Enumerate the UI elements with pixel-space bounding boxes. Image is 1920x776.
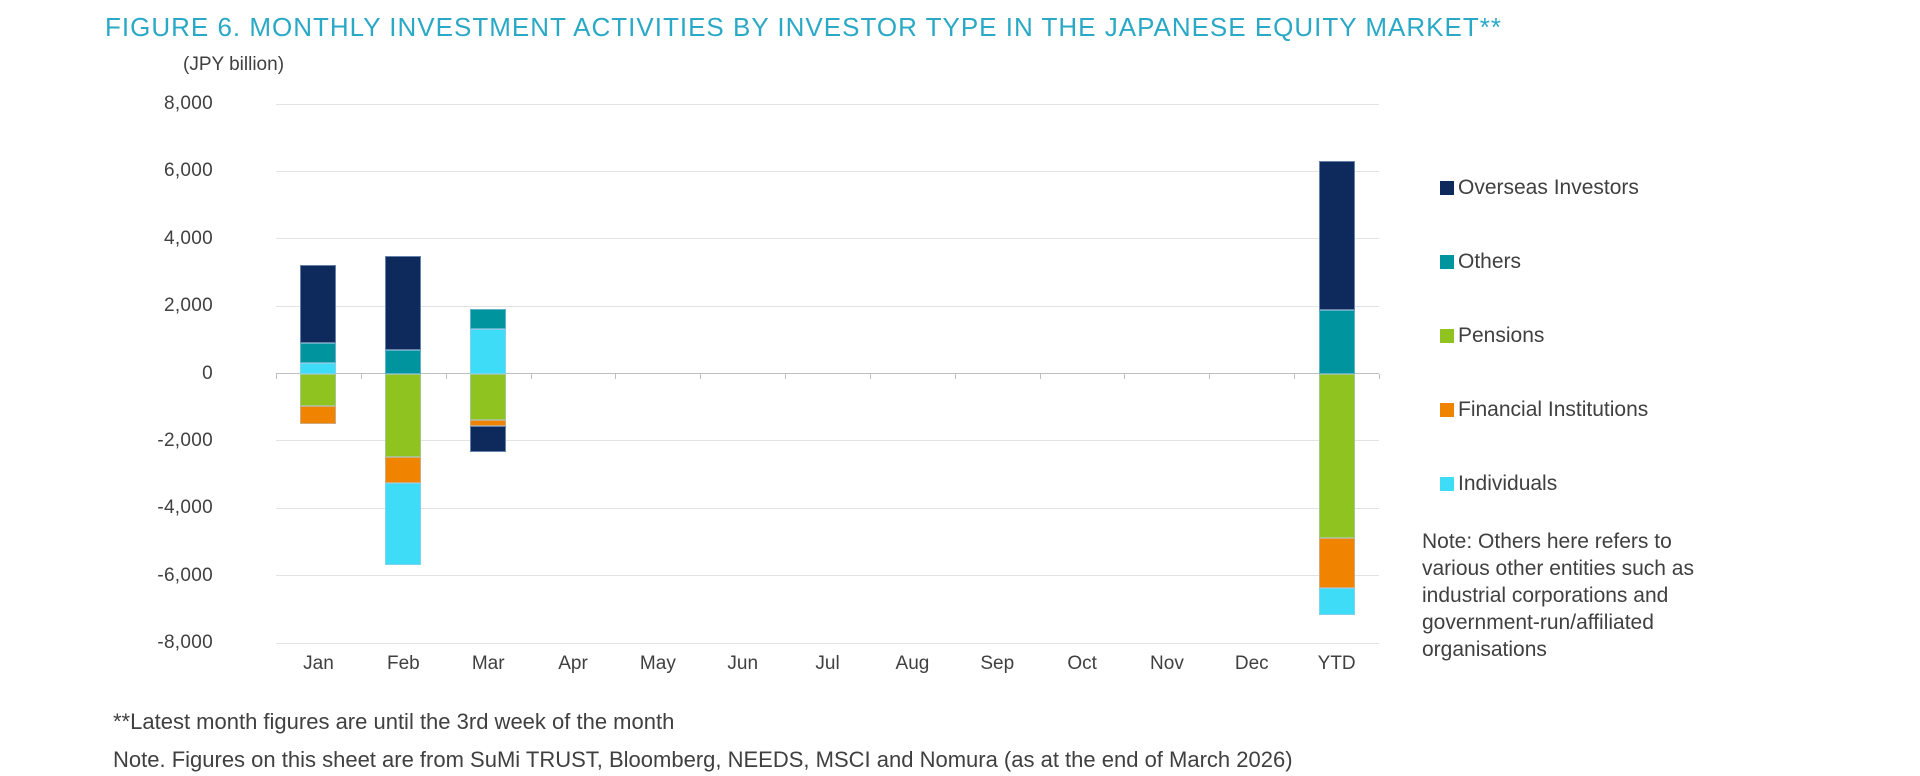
footnote-2: Note. Figures on this sheet are from SuM…: [113, 747, 1293, 772]
gridline: [276, 575, 1379, 577]
note-line: Note: Others here refers to: [1422, 530, 1672, 553]
y-axis-tick-label: 6,000: [163, 160, 213, 182]
x-axis-tick-label: Apr: [558, 653, 588, 674]
note-block: Note: Others here refers to various othe…: [1422, 528, 1782, 663]
zero-axis-tick: [700, 373, 702, 379]
x-axis-tick-label: May: [639, 653, 676, 674]
bar-segment: [300, 342, 337, 363]
y-axis-tick-label: 4,000: [163, 227, 213, 249]
x-axis-tick-label: Sep: [980, 653, 1015, 674]
note-line: industrial corporations and: [1422, 584, 1669, 607]
figure-title: FIGURE 6. MONTHLY INVESTMENT ACTIVITIES …: [105, 12, 1502, 42]
bar-segment: [470, 309, 507, 330]
legend-item: Others: [1440, 250, 1521, 274]
zero-axis-tick: [276, 373, 277, 379]
bar-segment: [300, 373, 337, 406]
bar-segment: [1318, 373, 1355, 538]
zero-axis-tick: [1294, 373, 1296, 379]
x-axis-tick-label: Nov: [1150, 653, 1184, 674]
x-axis-tick-label: Feb: [386, 653, 420, 674]
zero-axis-tick: [1124, 373, 1126, 379]
y-axis-tick-label: 2,000: [163, 295, 213, 317]
gridline: [276, 170, 1379, 172]
gridline: [276, 642, 1379, 644]
bar-segment: [385, 483, 422, 565]
bar-segment: [300, 405, 337, 425]
bar-segment: [470, 426, 507, 452]
note-line: government-run/affiliated: [1422, 611, 1654, 634]
legend-label: Individuals: [1458, 472, 1558, 495]
legend-label: Financial Institutions: [1458, 398, 1649, 421]
zero-axis-tick: [615, 373, 617, 379]
bar-segment: [470, 420, 507, 427]
zero-axis-tick: [1379, 373, 1380, 379]
gridline: [276, 373, 1379, 375]
x-axis-tick-label: Oct: [1067, 653, 1097, 674]
legend-label: Pensions: [1458, 324, 1545, 347]
note-line: organisations: [1422, 638, 1547, 661]
zero-axis-tick: [785, 373, 787, 379]
bar-segment: [1318, 588, 1355, 616]
bar-segment: [470, 329, 507, 374]
x-axis-tick-label: Jun: [727, 653, 759, 674]
x-axis-tick-label: Dec: [1234, 653, 1269, 674]
bar-segment: [385, 373, 422, 458]
legend-item: Overseas Investors: [1440, 176, 1639, 200]
legend-item: Pensions: [1440, 324, 1544, 348]
note-line: various other entities such as: [1422, 557, 1694, 580]
legend-swatch-icon: [1440, 255, 1454, 269]
bar-segment: [385, 457, 422, 484]
gridline: [276, 238, 1379, 240]
legend-label: Overseas Investors: [1458, 176, 1639, 199]
zero-axis-tick: [869, 373, 871, 379]
legend-swatch-icon: [1440, 403, 1454, 417]
zero-axis-tick: [530, 373, 532, 379]
y-axis-unit-label: (JPY billion): [183, 54, 285, 75]
x-axis-tick-label: Aug: [895, 653, 930, 674]
y-axis-tick-label: 8,000: [163, 93, 213, 115]
y-axis-tick-label: -8,000: [157, 632, 213, 654]
bar-segment: [300, 362, 337, 374]
y-axis-tick-label: -4,000: [157, 497, 213, 519]
gridline: [276, 440, 1379, 442]
bar-segment: [385, 256, 422, 350]
y-axis-tick-label: -6,000: [157, 564, 213, 586]
bar-segment: [385, 350, 422, 374]
legend-swatch-icon: [1440, 181, 1454, 195]
x-axis-tick-label: Jul: [815, 653, 840, 674]
gridline: [276, 305, 1379, 307]
x-axis-tick-label: Mar: [471, 653, 505, 674]
legend-item: Financial Institutions: [1440, 398, 1648, 422]
legend-item: Individuals: [1440, 472, 1557, 496]
bar-segment: [1318, 537, 1355, 589]
bar-segment: [1318, 161, 1355, 310]
y-axis-tick-label: 0: [202, 362, 213, 384]
bar-segment: [1318, 309, 1355, 374]
x-axis-tick-label: Jan: [303, 653, 334, 674]
legend-swatch-icon: [1440, 477, 1454, 491]
legend-swatch-icon: [1440, 329, 1454, 343]
zero-axis-tick: [1039, 373, 1041, 379]
zero-axis-tick: [954, 373, 956, 379]
zero-axis-tick: [360, 373, 362, 379]
y-axis-tick-label: -2,000: [157, 429, 213, 451]
bar-segment: [470, 373, 507, 421]
footnote-1: **Latest month figures are until the 3rd…: [113, 709, 675, 734]
zero-axis-tick: [1209, 373, 1211, 379]
gridline: [276, 507, 1379, 509]
legend-label: Others: [1458, 250, 1522, 273]
gridline: [276, 103, 1379, 105]
zero-axis-tick: [445, 373, 447, 379]
x-axis-tick-label: YTD: [1317, 653, 1356, 674]
bar-segment: [300, 265, 337, 343]
